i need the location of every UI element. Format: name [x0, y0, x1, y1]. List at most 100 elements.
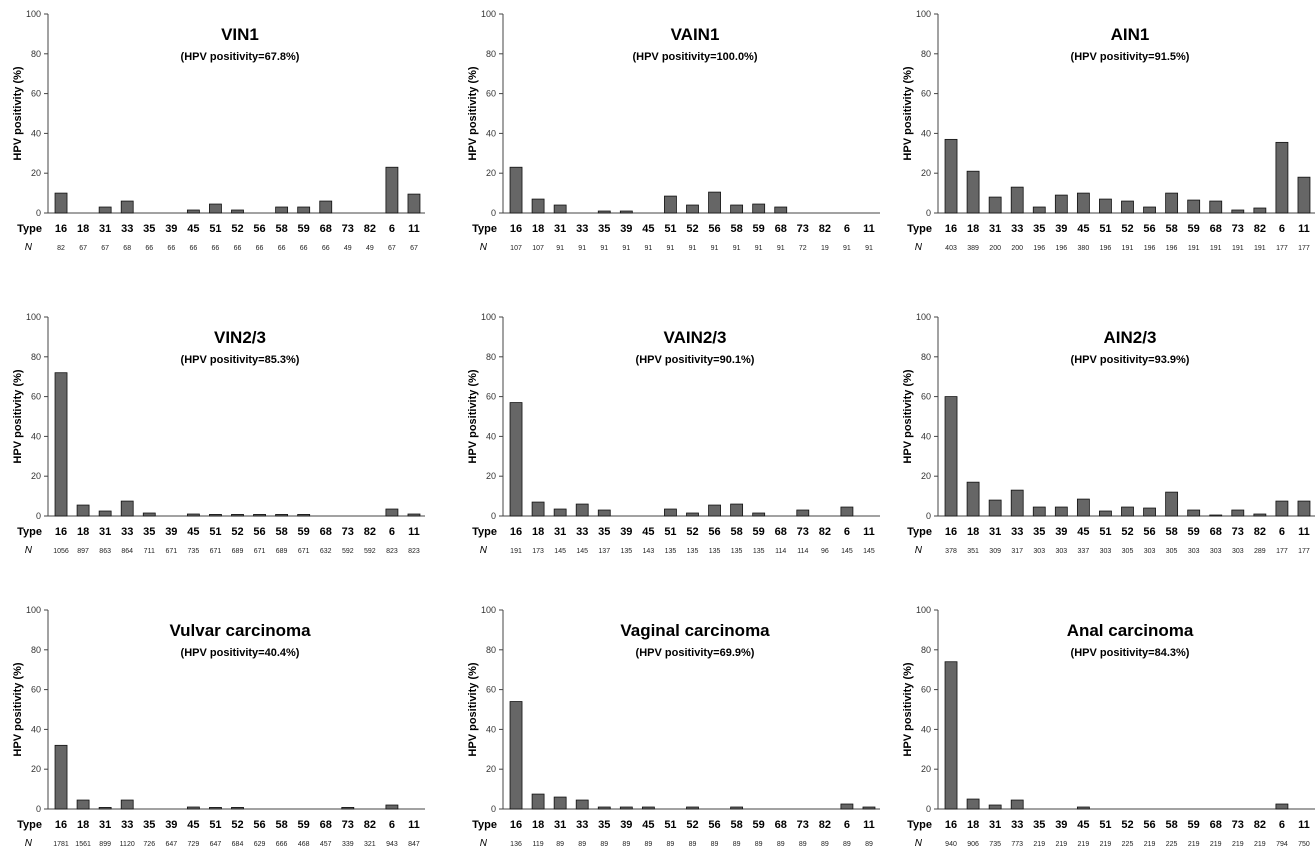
n-value-label: 68: [123, 245, 131, 252]
x-tick-label: 31: [989, 223, 1001, 235]
n-row-label: N: [915, 545, 923, 556]
x-tick-label: 39: [620, 526, 632, 538]
bar-type-58: [1165, 491, 1179, 517]
y-axis-label: HPV positivity (%): [467, 662, 479, 756]
bar-type-51: [1099, 198, 1112, 214]
x-tick-label: 52: [1121, 819, 1133, 831]
bar-type-18: [531, 501, 545, 517]
bar-type-16: [509, 166, 523, 214]
bar-type-16: [944, 661, 958, 810]
n-value-label: 711: [144, 548, 155, 555]
y-tick-label: 0: [926, 804, 931, 814]
n-value-label: 219: [1144, 841, 1156, 848]
chart-panel-vain1: 0 20 40 60 80 100 HPV positivity (%) VAIN1 (HPV …: [467, 9, 880, 253]
n-value-label: 671: [210, 548, 222, 555]
y-tick-label: 80: [31, 49, 41, 59]
n-value-label: 91: [667, 245, 675, 252]
n-value-label: 143: [643, 548, 655, 555]
y-tick-label: 60: [921, 685, 931, 695]
bar-type-16: [509, 402, 523, 517]
y-tick-label: 60: [31, 89, 41, 99]
x-tick-label: 31: [989, 526, 1001, 538]
x-tick-label: 68: [775, 223, 787, 235]
n-value-label: 135: [620, 548, 632, 555]
n-value-label: 735: [989, 841, 1001, 848]
y-tick-label: 80: [921, 352, 931, 362]
bar-type-59: [297, 514, 311, 517]
x-tick-label: 68: [320, 819, 332, 831]
y-tick-label: 0: [36, 208, 41, 218]
type-row-label: Type: [17, 223, 42, 235]
n-value-label: 303: [1144, 548, 1156, 555]
n-value-label: 91: [865, 245, 873, 252]
x-tick-label: 31: [554, 223, 566, 235]
bar-type-59: [297, 206, 311, 214]
x-tick-label: 56: [253, 819, 265, 831]
y-tick-label: 60: [31, 392, 41, 402]
n-value-label: 289: [1254, 548, 1266, 555]
bar-type-31: [988, 804, 1002, 810]
n-value-label: 1781: [53, 841, 69, 848]
x-tick-label: 73: [1232, 819, 1244, 831]
n-value-label: 89: [843, 841, 851, 848]
x-tick-label: 73: [797, 819, 809, 831]
bar-type-51: [209, 514, 222, 517]
n-value-label: 191: [510, 548, 522, 555]
bar-type-6: [840, 803, 854, 810]
y-tick-label: 40: [921, 724, 931, 734]
type-row-label: Type: [472, 223, 497, 235]
x-tick-label: 16: [55, 819, 67, 831]
x-tick-label: 52: [231, 223, 243, 235]
bar-type-68: [774, 206, 788, 214]
bar-type-33: [1010, 489, 1024, 517]
n-value-label: 632: [320, 548, 332, 555]
n-value-label: 735: [188, 548, 200, 555]
x-tick-label: 39: [165, 819, 177, 831]
bar-type-51: [209, 807, 222, 810]
bar-type-18: [76, 504, 90, 517]
n-value-label: 305: [1166, 548, 1178, 555]
bar-type-45: [186, 806, 200, 810]
x-tick-label: 31: [989, 819, 1001, 831]
n-value-label: 773: [1011, 841, 1023, 848]
x-tick-label: 56: [253, 526, 265, 538]
n-value-label: 823: [386, 548, 398, 555]
n-value-label: 629: [254, 841, 266, 848]
y-axis-label: HPV positivity (%): [902, 662, 914, 756]
x-tick-label: 73: [342, 526, 354, 538]
n-value-label: 89: [622, 841, 630, 848]
x-tick-label: 33: [1011, 526, 1023, 538]
n-value-label: 457: [320, 841, 332, 848]
y-tick-label: 20: [31, 471, 41, 481]
x-tick-label: 18: [532, 223, 544, 235]
n-row-label: N: [480, 545, 488, 556]
chart-panel-ain2-3: 0 20 40 60 80 100 HPV positivity (%) AIN2/3 (HPV…: [902, 312, 1315, 556]
bar-type-16: [54, 372, 68, 517]
bar-type-33: [120, 200, 134, 214]
x-tick-label: 58: [275, 819, 287, 831]
n-value-label: 303: [1100, 548, 1112, 555]
type-row-label: Type: [907, 223, 932, 235]
x-tick-label: 18: [967, 819, 979, 831]
n-value-label: 219: [1078, 841, 1090, 848]
x-tick-label: 82: [819, 819, 831, 831]
bar-type-33: [1010, 186, 1024, 214]
y-tick-label: 0: [36, 511, 41, 521]
x-tick-label: 51: [209, 819, 221, 831]
n-value-label: 89: [865, 841, 873, 848]
n-value-label: 145: [576, 548, 588, 555]
n-value-label: 49: [344, 245, 352, 252]
n-value-label: 135: [753, 548, 765, 555]
x-tick-label: 11: [1298, 819, 1310, 831]
n-value-label: 91: [843, 245, 851, 252]
n-value-label: 303: [1210, 548, 1222, 555]
chart-panel-vin1: 0 20 40 60 80 100 HPV positivity (%) VIN1 (HPV p…: [12, 9, 425, 253]
x-tick-label: 31: [99, 819, 111, 831]
n-value-label: 303: [1055, 548, 1067, 555]
x-tick-label: 16: [55, 526, 67, 538]
x-tick-label: 18: [77, 526, 89, 538]
n-value-label: 191: [1232, 245, 1244, 252]
n-value-label: 89: [711, 841, 719, 848]
y-axis-label: HPV positivity (%): [12, 66, 24, 160]
x-tick-label: 59: [1188, 526, 1200, 538]
